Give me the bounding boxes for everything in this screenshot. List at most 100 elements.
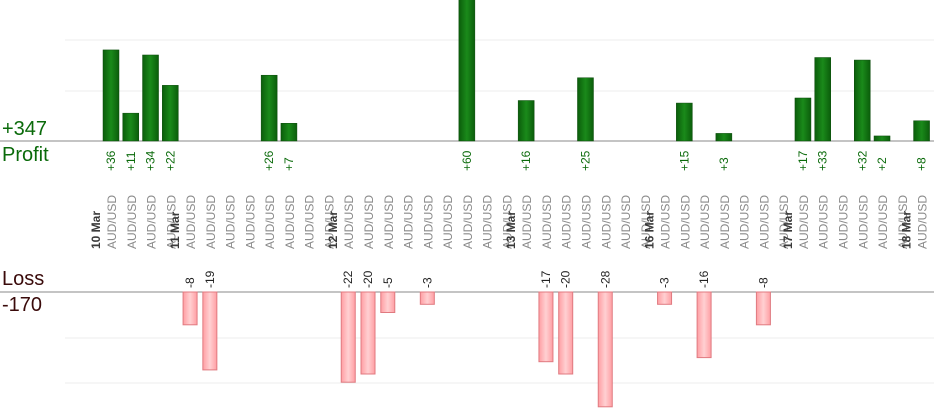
day-label: 13 Mar — [504, 211, 518, 249]
profit-bar — [162, 85, 179, 142]
profit-value-label: +11 — [124, 151, 138, 171]
loss-value-label: -8 — [183, 277, 197, 288]
category-label: AUD/USD — [441, 195, 455, 249]
profit-value-label: +16 — [519, 150, 533, 171]
profit-value-label: +26 — [262, 150, 276, 171]
profit-value-label: +32 — [855, 150, 869, 171]
category-label: AUD/USD — [204, 195, 218, 249]
category-label: AUD/USD — [817, 195, 831, 249]
category-label: AUD/USD — [639, 195, 653, 249]
category-label: AUD/USD — [402, 195, 416, 249]
loss-value-label: -16 — [697, 270, 711, 288]
loss-bar — [657, 291, 673, 305]
category-label: AUD/USD — [560, 195, 574, 249]
loss-bar — [419, 291, 435, 305]
profit-total: +347 — [2, 118, 48, 140]
loss-value-label: -3 — [658, 277, 672, 288]
profit-value-label: +34 — [144, 150, 158, 171]
loss-value-label: -19 — [203, 270, 217, 288]
category-label: AUD/USD — [540, 195, 554, 249]
profit-bar — [517, 100, 535, 142]
category-label: AUD/USD — [283, 195, 297, 249]
loss-value-label: -3 — [420, 277, 434, 288]
category-label: AUD/USD — [599, 195, 613, 249]
category-label: AUD/USD — [184, 195, 198, 249]
profit-bar — [854, 59, 871, 142]
profit-bar — [913, 120, 930, 142]
loss-value-label: -22 — [341, 270, 355, 288]
day-label: 17 Mar — [781, 211, 795, 249]
category-label: AUD/USD — [777, 195, 791, 249]
category-label: AUD/USD — [896, 195, 910, 249]
profit-value-label: +2 — [875, 157, 889, 171]
category-label: AUD/USD — [738, 195, 752, 249]
category-label: AUD/USD — [520, 195, 534, 249]
category-label: AUD/USD — [678, 195, 692, 249]
category-label: AUD/USD — [322, 195, 336, 249]
loss-value-label: -20 — [559, 270, 573, 288]
profit-value-label: +33 — [816, 150, 830, 171]
profit-bar — [676, 102, 693, 142]
category-label: AUD/USD — [718, 195, 732, 249]
profit-value-label: +8 — [915, 157, 929, 171]
profit-bar — [715, 133, 733, 142]
loss-value-label: -5 — [381, 277, 395, 288]
category-label: AUD/USD — [757, 195, 771, 249]
loss-bar — [380, 291, 396, 313]
category-label: AUD/USD — [263, 195, 277, 249]
category-label: AUD/USD — [659, 195, 673, 249]
category-label: AUD/USD — [856, 195, 870, 249]
category-label: AUD/USD — [362, 195, 376, 249]
profit-value-label: +7 — [282, 157, 296, 171]
day-label: 18 Mar — [900, 211, 914, 249]
category-label: AUD/USD — [836, 195, 850, 249]
profit-bar — [577, 77, 594, 142]
profit-bar — [142, 54, 159, 142]
category-label: AUD/USD — [164, 195, 178, 249]
category-label: AUD/USD — [105, 195, 119, 249]
loss-label: Loss — [2, 268, 45, 290]
category-label: AUD/USD — [125, 195, 139, 249]
profit-bar — [260, 74, 278, 142]
profit-bar — [794, 97, 812, 142]
profit-value-label: +36 — [104, 150, 118, 171]
loss-bar — [340, 291, 356, 383]
category-label: AUD/USD — [342, 195, 356, 249]
category-label: AUD/USD — [797, 195, 811, 249]
category-label: AUD/USD — [698, 195, 712, 249]
category-label: AUD/USD — [224, 195, 238, 249]
category-label: AUD/USD — [916, 195, 930, 249]
category-label: AUD/USD — [382, 195, 396, 249]
loss-bar — [360, 291, 376, 375]
loss-bar — [755, 291, 771, 326]
loss-value-label: -20 — [361, 270, 375, 288]
profit-value-label: +25 — [578, 150, 592, 171]
profit-bar — [458, 0, 476, 142]
profit-value-label: +22 — [163, 150, 177, 171]
bars — [102, 0, 930, 408]
loss-bar — [558, 291, 574, 375]
loss-total: -170 — [2, 294, 43, 316]
category-label: AUD/USD — [145, 195, 159, 249]
category-label: AUD/USD — [481, 195, 495, 249]
category-label: AUD/USD — [421, 195, 435, 249]
loss-bar — [597, 291, 613, 408]
category-label: AUD/USD — [876, 195, 890, 249]
labels: AUD/USD 10 Mar +36 AUD/USD +11 AUD/USD +34 AUD/… — [89, 150, 930, 288]
day-label: 16 Mar — [643, 211, 657, 249]
loss-bar — [696, 291, 712, 359]
profit-value-label: +15 — [677, 150, 691, 171]
profit-label: Profit — [2, 144, 49, 166]
day-label: 10 Mar — [89, 211, 103, 249]
profit-bar — [102, 49, 120, 142]
loss-value-label: -8 — [756, 277, 770, 288]
category-label: AUD/USD — [461, 195, 475, 249]
profit-bar — [873, 135, 891, 142]
profit-value-label: +17 — [796, 150, 810, 171]
category-label: AUD/USD — [619, 195, 633, 249]
profit-value-label: +3 — [717, 157, 731, 171]
category-label: AUD/USD — [500, 195, 514, 249]
category-label: AUD/USD — [579, 195, 593, 249]
day-label: 12 Mar — [326, 211, 340, 249]
